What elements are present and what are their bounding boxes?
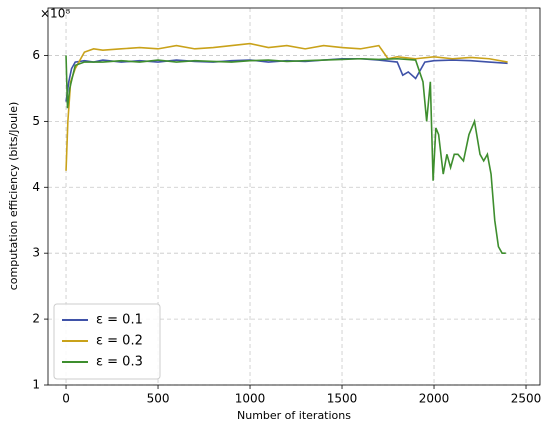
legend-label: ε = 0.3 — [96, 355, 143, 370]
data-line — [65, 42, 508, 171]
x-tick-label: 1500 — [327, 392, 358, 406]
offset-label: ×10⁸ — [40, 7, 70, 21]
y-tick-label: 2 — [32, 312, 40, 326]
legend-box — [53, 303, 161, 380]
y-tick-label: 5 — [32, 114, 40, 128]
y-tick-label: 3 — [32, 246, 40, 260]
data-line — [65, 55, 506, 254]
x-tick-label: 1000 — [235, 392, 266, 406]
plot-frame — [47, 7, 541, 386]
x-tick-label: 2500 — [511, 392, 542, 406]
y-axis-label: computation efficiency (bits/Joule) — [7, 102, 20, 291]
y-tick-label: 1 — [32, 378, 40, 392]
x-axis-label: Number of iterations — [237, 409, 351, 422]
x-tick-label: 0 — [62, 392, 70, 406]
data-line — [65, 57, 508, 102]
legend-label: ε = 0.2 — [96, 334, 143, 349]
y-tick-label: 6 — [32, 48, 40, 62]
legend-label: ε = 0.1 — [96, 313, 143, 328]
legend: ε = 0.1 ε = 0.2 ε = 0.3 — [53, 303, 161, 380]
x-tick-label: 500 — [147, 392, 170, 406]
x-tick-label: 2000 — [419, 392, 450, 406]
y-tick-label: 4 — [32, 180, 40, 194]
